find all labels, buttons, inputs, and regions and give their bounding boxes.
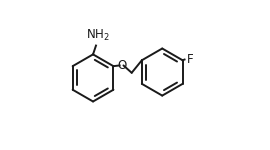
Text: O: O xyxy=(117,59,126,72)
Text: NH$_2$: NH$_2$ xyxy=(86,28,109,43)
Text: F: F xyxy=(187,53,194,66)
